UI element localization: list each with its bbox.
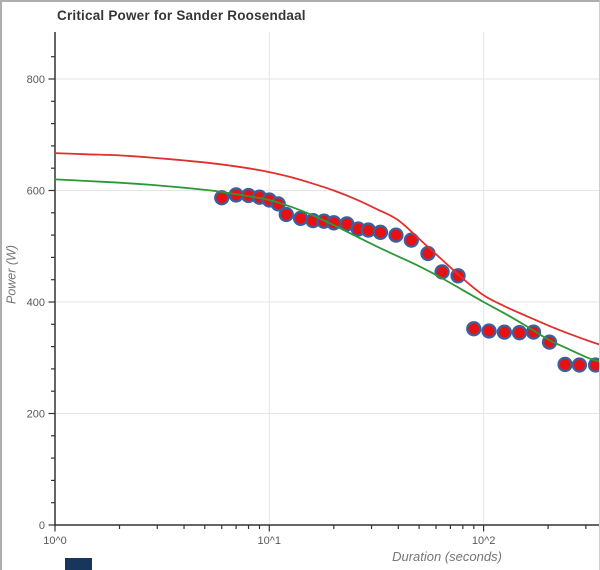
bottom-left-fragment — [65, 558, 92, 570]
x-axis-title: Duration (seconds) — [392, 549, 502, 564]
data-point[interactable] — [403, 232, 419, 248]
data-point[interactable] — [511, 325, 528, 341]
x-tick-label: 10^0 — [43, 535, 67, 547]
data-point[interactable] — [481, 323, 497, 339]
data-point[interactable] — [360, 222, 377, 238]
y-tick-label: 600 — [27, 186, 45, 198]
data-point[interactable] — [587, 357, 600, 373]
cp-model-curve-green — [54, 178, 599, 363]
data-point[interactable] — [466, 321, 482, 337]
y-tick-label: 800 — [27, 74, 45, 86]
y-tick-label: 0 — [39, 520, 45, 532]
data-point[interactable] — [292, 210, 309, 227]
data-point[interactable] — [420, 245, 436, 262]
x-tick-label: 10^2 — [472, 535, 496, 547]
data-point[interactable] — [496, 324, 513, 340]
cp-model-curve-red — [54, 152, 599, 346]
data-point[interactable] — [278, 206, 294, 223]
y-tick-label: 400 — [27, 297, 45, 309]
data-point[interactable] — [372, 224, 389, 240]
data-point[interactable] — [557, 356, 573, 373]
y-tick-label: 200 — [27, 409, 45, 421]
data-point[interactable] — [388, 227, 404, 243]
chart-title: Critical Power for Sander Roosendaal — [57, 8, 306, 23]
y-axis-title: Power (W) — [4, 244, 19, 305]
x-tick-label: 10^1 — [258, 535, 282, 547]
data-point[interactable] — [571, 357, 588, 373]
